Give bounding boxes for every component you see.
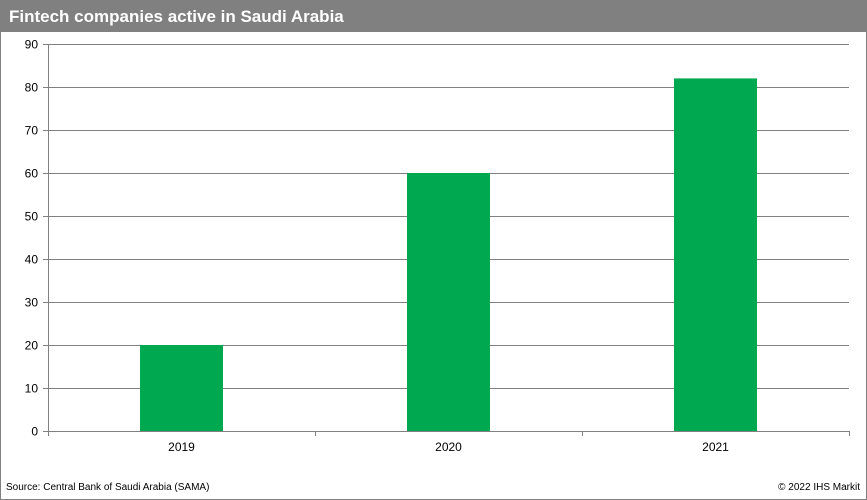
x-tick-label: 2020: [435, 440, 462, 454]
copyright-note: © 2022 IHS Markit: [778, 482, 860, 493]
y-tick-label: 0: [31, 425, 38, 439]
x-tick-label: 2021: [702, 440, 729, 454]
x-tick-label: 2019: [168, 440, 195, 454]
y-tick-label: 10: [25, 382, 39, 396]
y-tick-label: 90: [25, 38, 39, 52]
y-tick-label: 50: [25, 210, 39, 224]
source-note: Source: Central Bank of Saudi Arabia (SA…: [6, 482, 210, 493]
y-tick-label: 30: [25, 296, 39, 310]
chart-title: Fintech companies active in Saudi Arabia: [1, 1, 866, 32]
bar-2020: [407, 173, 490, 431]
y-tick-label: 40: [25, 253, 39, 267]
y-tick-label: 80: [25, 81, 39, 95]
bar-2021: [674, 78, 757, 432]
y-tick-label: 70: [25, 124, 39, 138]
y-tick-label: 20: [25, 339, 39, 353]
y-tick-label: 60: [25, 167, 39, 181]
bar-2019: [140, 345, 223, 431]
